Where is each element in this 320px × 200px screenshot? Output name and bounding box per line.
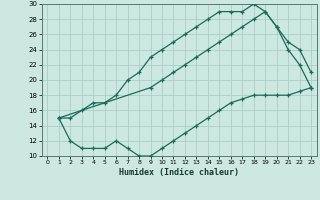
X-axis label: Humidex (Indice chaleur): Humidex (Indice chaleur) (119, 168, 239, 177)
